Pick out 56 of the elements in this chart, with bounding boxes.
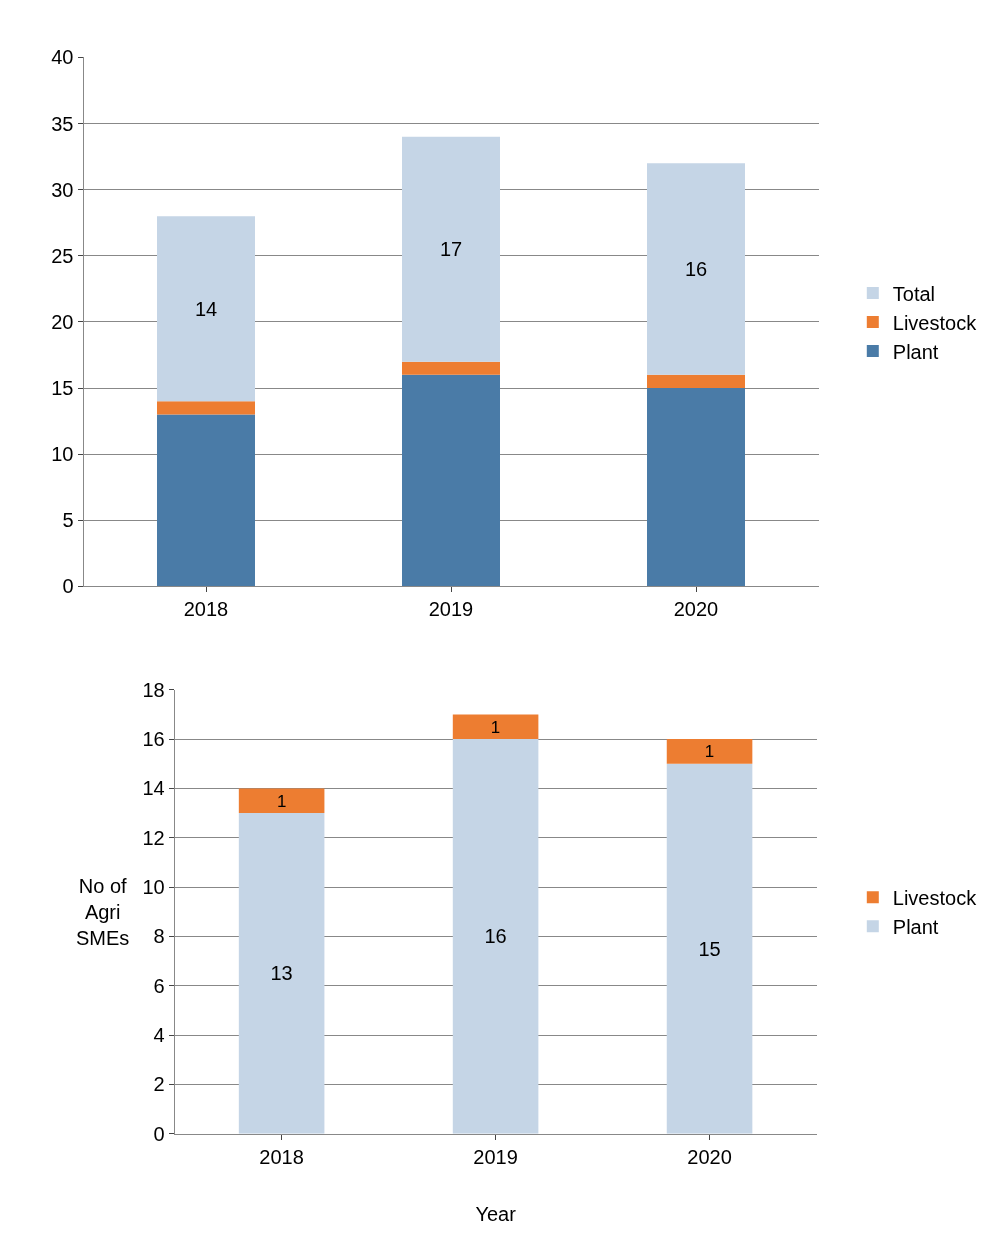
legend-label: Livestock [892,311,978,334]
y-tick-label: 40 [51,46,74,69]
x-tick-label: 2020 [687,1145,732,1168]
bar [647,163,745,375]
legend-label: Livestock [892,887,978,910]
bar [238,813,325,1134]
data-label: 1 [276,791,287,811]
y-tick-label: 12 [142,826,165,849]
y-tick-label: 0 [153,1122,165,1145]
bar [647,374,745,389]
bar [452,714,539,740]
x-tick-label: 2019 [428,598,474,621]
data-label: 17 [439,238,463,261]
bar [157,414,255,587]
y-tick-label: 30 [51,178,74,201]
y-tick-label: 0 [62,575,74,598]
y-tick-label: 5 [62,509,74,532]
x-tick-label: 2019 [473,1145,518,1168]
y-tick-label: 18 [142,678,165,701]
bar [238,788,325,814]
y-tick-label: 14 [142,777,165,800]
legend-label: Plant [892,340,939,363]
bar [666,763,753,1134]
y-tick-label: 10 [51,443,74,466]
data-label: 13 [270,962,293,985]
y-tick-label: 20 [51,310,74,333]
y-tick-label: 25 [51,244,74,267]
bar [402,136,500,362]
bar [647,388,745,587]
data-label: 1 [490,717,501,737]
y-axis-title: No of Agri SMEs [76,875,130,949]
bar [402,374,500,587]
y-tick-label: 2 [153,1073,165,1096]
data-label: 15 [698,937,721,960]
y-tick-label: 6 [153,974,165,997]
x-tick-label: 2018 [183,598,229,621]
y-tick-label: 35 [51,112,74,135]
bar [402,361,500,375]
bar [157,216,255,402]
legend-label: Total [892,282,936,305]
bar [452,739,539,1134]
bar [666,739,753,764]
data-label: 16 [484,925,507,948]
bar [157,401,255,415]
data-label: 16 [684,258,708,281]
y-tick-label: 10 [142,876,165,899]
y-tick-label: 8 [153,925,165,948]
data-label: 14 [194,297,218,320]
y-tick-label: 16 [142,728,165,751]
legend-label: Plant [892,916,939,939]
x-axis-title: Year [475,1203,517,1226]
x-tick-label: 2020 [673,598,719,621]
y-tick-label: 4 [153,1024,165,1047]
data-label: 1 [704,742,715,762]
y-tick-label: 15 [51,377,74,400]
x-tick-label: 2018 [259,1145,304,1168]
